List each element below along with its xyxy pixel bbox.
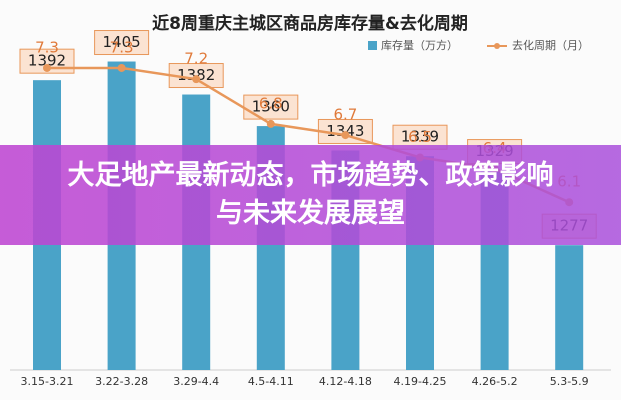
data-label: 6.7 [333,106,357,124]
data-label: 1382 [177,66,215,84]
data-label: 7.3 [110,38,134,56]
data-label: 1339 [401,128,439,146]
legend-swatch [368,41,377,50]
data-label: 1343 [326,122,364,140]
data-label: 6.8 [259,94,283,112]
x-tick-label: 4.26-5.2 [472,375,518,388]
legend-swatch [494,43,500,49]
data-label-box [94,30,150,56]
line-point [192,75,201,84]
chart-title: 近8周重庆主城区商品房库存量&去化周期 [152,13,468,34]
x-tick-label: 5.3-5.9 [550,375,589,388]
x-tick-label: 3.29-4.4 [173,375,219,388]
data-label: 6.5 [408,128,432,146]
banner-text: 大足地产最新动态，市场趋势、政策影响与未来发展展望 [67,160,554,229]
line-point [117,63,126,72]
legend-label: 去化周期（月） [512,38,589,52]
line-point [43,63,51,72]
x-tick-label: 4.5-4.11 [248,375,294,388]
line-point [341,131,350,140]
data-label: 1405 [103,33,141,51]
data-label: 7.2 [184,50,208,68]
banner: 大足地产最新动态，市场趋势、政策影响与未来发展展望 [0,145,621,245]
x-tick-label: 3.22-3.28 [95,375,148,388]
legend-label: 库存量（万方） [381,38,458,52]
data-label: 1360 [252,98,290,116]
x-tick-label: 4.19-4.25 [394,375,447,388]
x-tick-label: 4.12-4.18 [319,375,372,388]
data-label: 7.3 [35,38,59,56]
data-label-box [243,94,299,120]
data-label: 1392 [28,52,66,70]
line-point [266,119,275,128]
bar [555,245,584,370]
x-tick-label: 3.15-3.21 [21,375,74,388]
